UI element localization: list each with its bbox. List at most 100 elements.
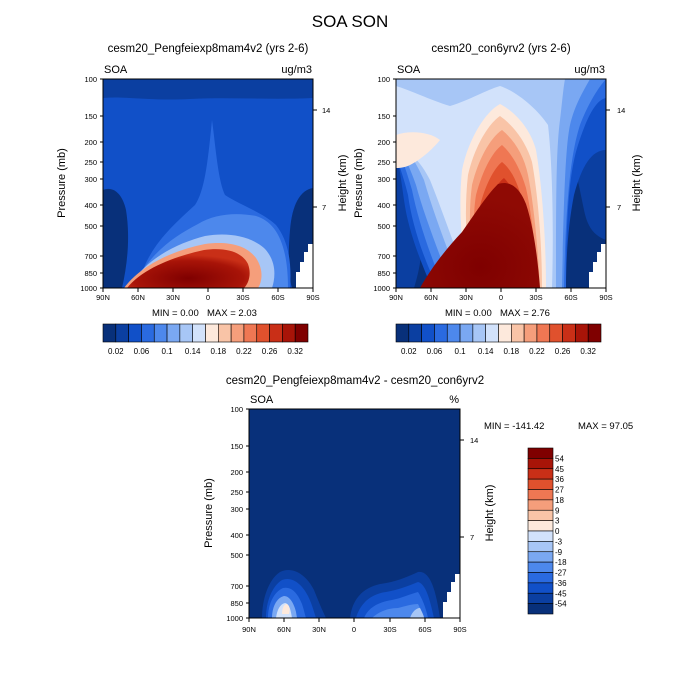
panel-c-ytick: 150: [230, 442, 243, 451]
panel-a-ytick: 1000: [80, 284, 97, 293]
colorbar-label: 36: [555, 475, 564, 484]
panel-a-yaxis-right: 14 7: [313, 106, 330, 212]
panel-a-ylabel-right: Height (km): [337, 155, 349, 212]
panel-a-units: ug/m3: [281, 64, 312, 76]
panel-c-title: cesm20_Pengfeiexp8mam4v2 - cesm20_con6yr…: [226, 375, 484, 387]
colorbar-label: -36: [555, 579, 567, 588]
panel-c-xtick: 0: [352, 625, 356, 634]
panel-b-ylabel-right: Height (km): [631, 155, 643, 212]
colorbar-swatch: [549, 323, 563, 343]
panel-b-ytick: 100: [377, 75, 390, 84]
colorbar-label: -27: [555, 569, 567, 578]
colorbar-swatch: [527, 520, 554, 532]
colorbar-swatch: [179, 323, 193, 343]
colorbar-label: 0.1: [162, 347, 174, 356]
colorbar-swatch: [527, 572, 554, 584]
colorbar-label: -9: [555, 548, 563, 557]
panel-a-ytick: 850: [84, 269, 97, 278]
colorbar-swatch: [527, 603, 554, 615]
colorbar-swatch: [498, 323, 512, 343]
colorbar-swatch: [166, 323, 181, 343]
panel-a-ytick-right: 14: [322, 106, 330, 115]
colorbar-swatch: [434, 323, 448, 343]
panel-c-ytick: 700: [230, 582, 243, 591]
field-a-missing: [296, 244, 313, 288]
panel-c-yaxis-right: 14 7: [460, 436, 478, 542]
colorbar-swatch: [527, 592, 554, 604]
panel-c-max: MAX = 97.05: [578, 421, 633, 432]
panel-c-min: MIN = -141.42: [484, 421, 544, 432]
panel-a-ytick-right: 7: [322, 203, 326, 212]
panel-b-variable: SOA: [397, 64, 421, 76]
colorbar-swatch: [102, 323, 117, 343]
field-a-layer5: [127, 249, 250, 288]
colorbar-label: 0.18: [211, 347, 227, 356]
panel-c-xtick: 30S: [383, 625, 396, 634]
colorbar-label: 0.14: [185, 347, 201, 356]
panel-c-xtick: 90S: [453, 625, 466, 634]
colorbar-swatch: [527, 551, 554, 563]
colorbar-swatch: [205, 323, 219, 343]
colorbar-swatch: [395, 323, 410, 343]
panel-b-xtick: 30N: [459, 293, 473, 302]
colorbar-label: 0.14: [478, 347, 494, 356]
colorbar-swatch: [527, 509, 554, 521]
panel-b-field: [396, 79, 606, 288]
colorbar-label: 54: [555, 454, 564, 463]
panel-b-ytick: 400: [377, 201, 390, 210]
panel-a-ytick: 100: [84, 75, 97, 84]
panel-a-xtick: 30N: [166, 293, 180, 302]
panel-b-yaxis: 100 150 200 250 300 400 500 700 850 1000: [373, 75, 396, 293]
figure-title: SOA SON: [312, 12, 389, 31]
panel-b-xtick: 30S: [529, 293, 542, 302]
panel-c-units: %: [449, 394, 459, 406]
colorbar-swatch: [527, 468, 554, 480]
panel-b-ytick: 700: [377, 252, 390, 261]
colorbar-label: -54: [555, 600, 567, 609]
panel-a-xtick: 30S: [236, 293, 249, 302]
colorbar-swatch: [527, 478, 554, 490]
colorbar-swatch: [192, 323, 206, 343]
colorbar-swatch: [527, 582, 554, 594]
colorbar-swatch: [527, 447, 554, 459]
colorbar-swatch: [153, 323, 168, 343]
colorbar-swatch: [527, 489, 554, 501]
colorbar-label: 18: [555, 496, 564, 505]
colorbar-label: 0.06: [134, 347, 150, 356]
panel-b-xtick: 90N: [389, 293, 403, 302]
panel-b-ytick: 200: [377, 138, 390, 147]
colorbar-swatch: [141, 323, 155, 343]
colorbar-label: -18: [555, 558, 567, 567]
colorbar-label: -45: [555, 589, 567, 598]
panel-c-variable: SOA: [250, 394, 274, 406]
panel-b-colorbar: 0.02 0.06 0.1 0.14 0.18 0.22 0.26 0.32: [395, 323, 602, 356]
panel-c-ylabel: Pressure (mb): [203, 478, 215, 548]
panel-c-ylabel-right: Height (km): [484, 485, 496, 542]
panel-a-min: MIN = 0.00: [152, 308, 199, 319]
panel-a-xtick: 60N: [131, 293, 145, 302]
panel-b-ytick: 1000: [373, 284, 390, 293]
panel-c-ytick: 250: [230, 488, 243, 497]
panel-b-ytick-right: 14: [617, 106, 625, 115]
panel-a-ytick: 400: [84, 201, 97, 210]
colorbar-label: 0.06: [427, 347, 443, 356]
colorbar-swatch: [459, 323, 474, 343]
panel-c-field: [249, 409, 460, 618]
panel-a-ytick: 700: [84, 252, 97, 261]
panel-c-xaxis: 90N 60N 30N 0 30S 60S 90S: [242, 618, 467, 634]
panel-a-field: [103, 79, 313, 288]
colorbar-swatch: [523, 323, 538, 343]
colorbar-label: 0.26: [262, 347, 278, 356]
panel-b: cesm20_con6yrv2 (yrs 2-6) SOA ug/m3 100: [353, 43, 643, 356]
panel-b-xtick: 0: [499, 293, 503, 302]
colorbar-swatch: [446, 323, 461, 343]
colorbar-swatch: [587, 323, 602, 343]
colorbar-label: 0.18: [504, 347, 520, 356]
colorbar-swatch: [256, 323, 270, 343]
panel-c-ytick: 100: [230, 405, 243, 414]
field-c-missing: [443, 574, 460, 618]
panel-a-variable: SOA: [104, 64, 128, 76]
panel-c-xtick: 60S: [418, 625, 431, 634]
panel-b-max: MAX = 2.76: [500, 308, 550, 319]
